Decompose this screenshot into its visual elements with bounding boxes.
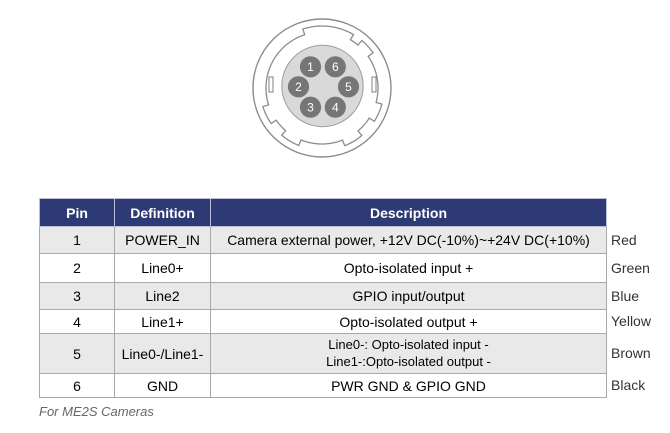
svg-text:2: 2 (295, 80, 302, 94)
svg-text:4: 4 (332, 100, 339, 114)
svg-text:5: 5 (345, 80, 352, 94)
svg-text:6: 6 (332, 60, 339, 74)
svg-text:3: 3 (307, 100, 314, 114)
svg-text:1: 1 (307, 60, 314, 74)
